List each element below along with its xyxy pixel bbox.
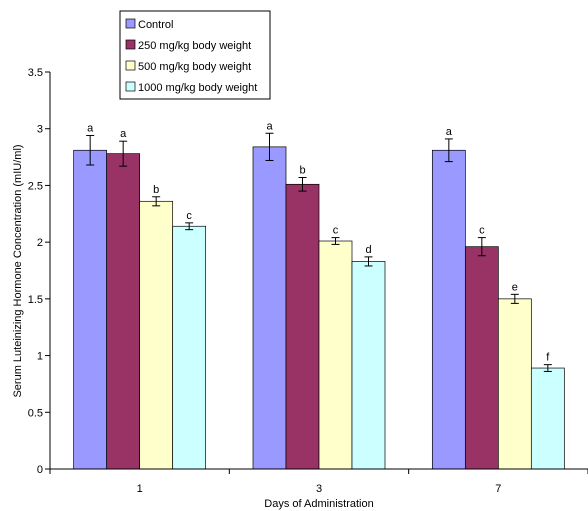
data-label: f (546, 352, 550, 364)
data-label: b (299, 164, 305, 176)
data-label: a (87, 123, 94, 135)
x-tick-label: 1 (137, 483, 143, 495)
data-label: c (333, 225, 339, 237)
legend-label: 250 mg/kg body weight (138, 40, 251, 52)
bar (530, 367, 565, 470)
data-label: b (153, 184, 159, 196)
x-axis: 1 3 7 (49, 468, 588, 495)
legend-label: 1000 mg/kg body weight (138, 82, 257, 94)
legend-label: 500 mg/kg body weight (138, 61, 251, 73)
legend-swatch (125, 60, 136, 71)
bar (285, 183, 320, 470)
chart-legend: Control 250 mg/kg body weight 500 mg/kg bo… (119, 10, 271, 100)
bar (351, 261, 386, 470)
y-tick-label: 0 (37, 464, 43, 476)
data-label: a (266, 120, 273, 132)
data-label: e (512, 281, 518, 293)
legend-label: Control (138, 19, 173, 31)
bar (497, 298, 532, 470)
data-label: c (186, 210, 192, 222)
bar (106, 153, 141, 470)
x-axis-label: Days of Administration (264, 498, 373, 510)
legend-swatch (125, 39, 136, 50)
x-tick-label: 7 (495, 483, 501, 495)
data-label: c (479, 225, 485, 237)
bar (73, 149, 108, 470)
bar (172, 225, 207, 470)
bar (318, 240, 353, 470)
bar (139, 200, 174, 470)
y-tick-label: 0.5 (28, 407, 43, 419)
y-tick-label: 1 (37, 351, 43, 363)
legend-box (119, 10, 271, 100)
data-label: a (120, 128, 127, 140)
y-tick-label: 3 (37, 124, 43, 136)
y-tick-label: 3.5 (28, 67, 43, 79)
bar (464, 246, 499, 470)
data-label: a (446, 126, 453, 138)
y-tick-label: 2 (37, 237, 43, 249)
y-tick-label: 2.5 (28, 180, 43, 192)
bars-group: a a b c a b c d a c e f (73, 120, 565, 470)
y-axis: 0 0.5 1 1.5 2 2.5 3 3.5 (28, 67, 51, 476)
x-tick-label: 3 (316, 483, 322, 495)
data-label: d (365, 244, 371, 256)
bar (431, 149, 466, 470)
y-axis-label: Serum Luteinizing Hormone Concentration … (12, 144, 24, 397)
legend-swatch (125, 18, 136, 29)
bar (252, 146, 287, 470)
y-tick-label: 1.5 (28, 294, 43, 306)
legend-swatch (125, 81, 136, 92)
